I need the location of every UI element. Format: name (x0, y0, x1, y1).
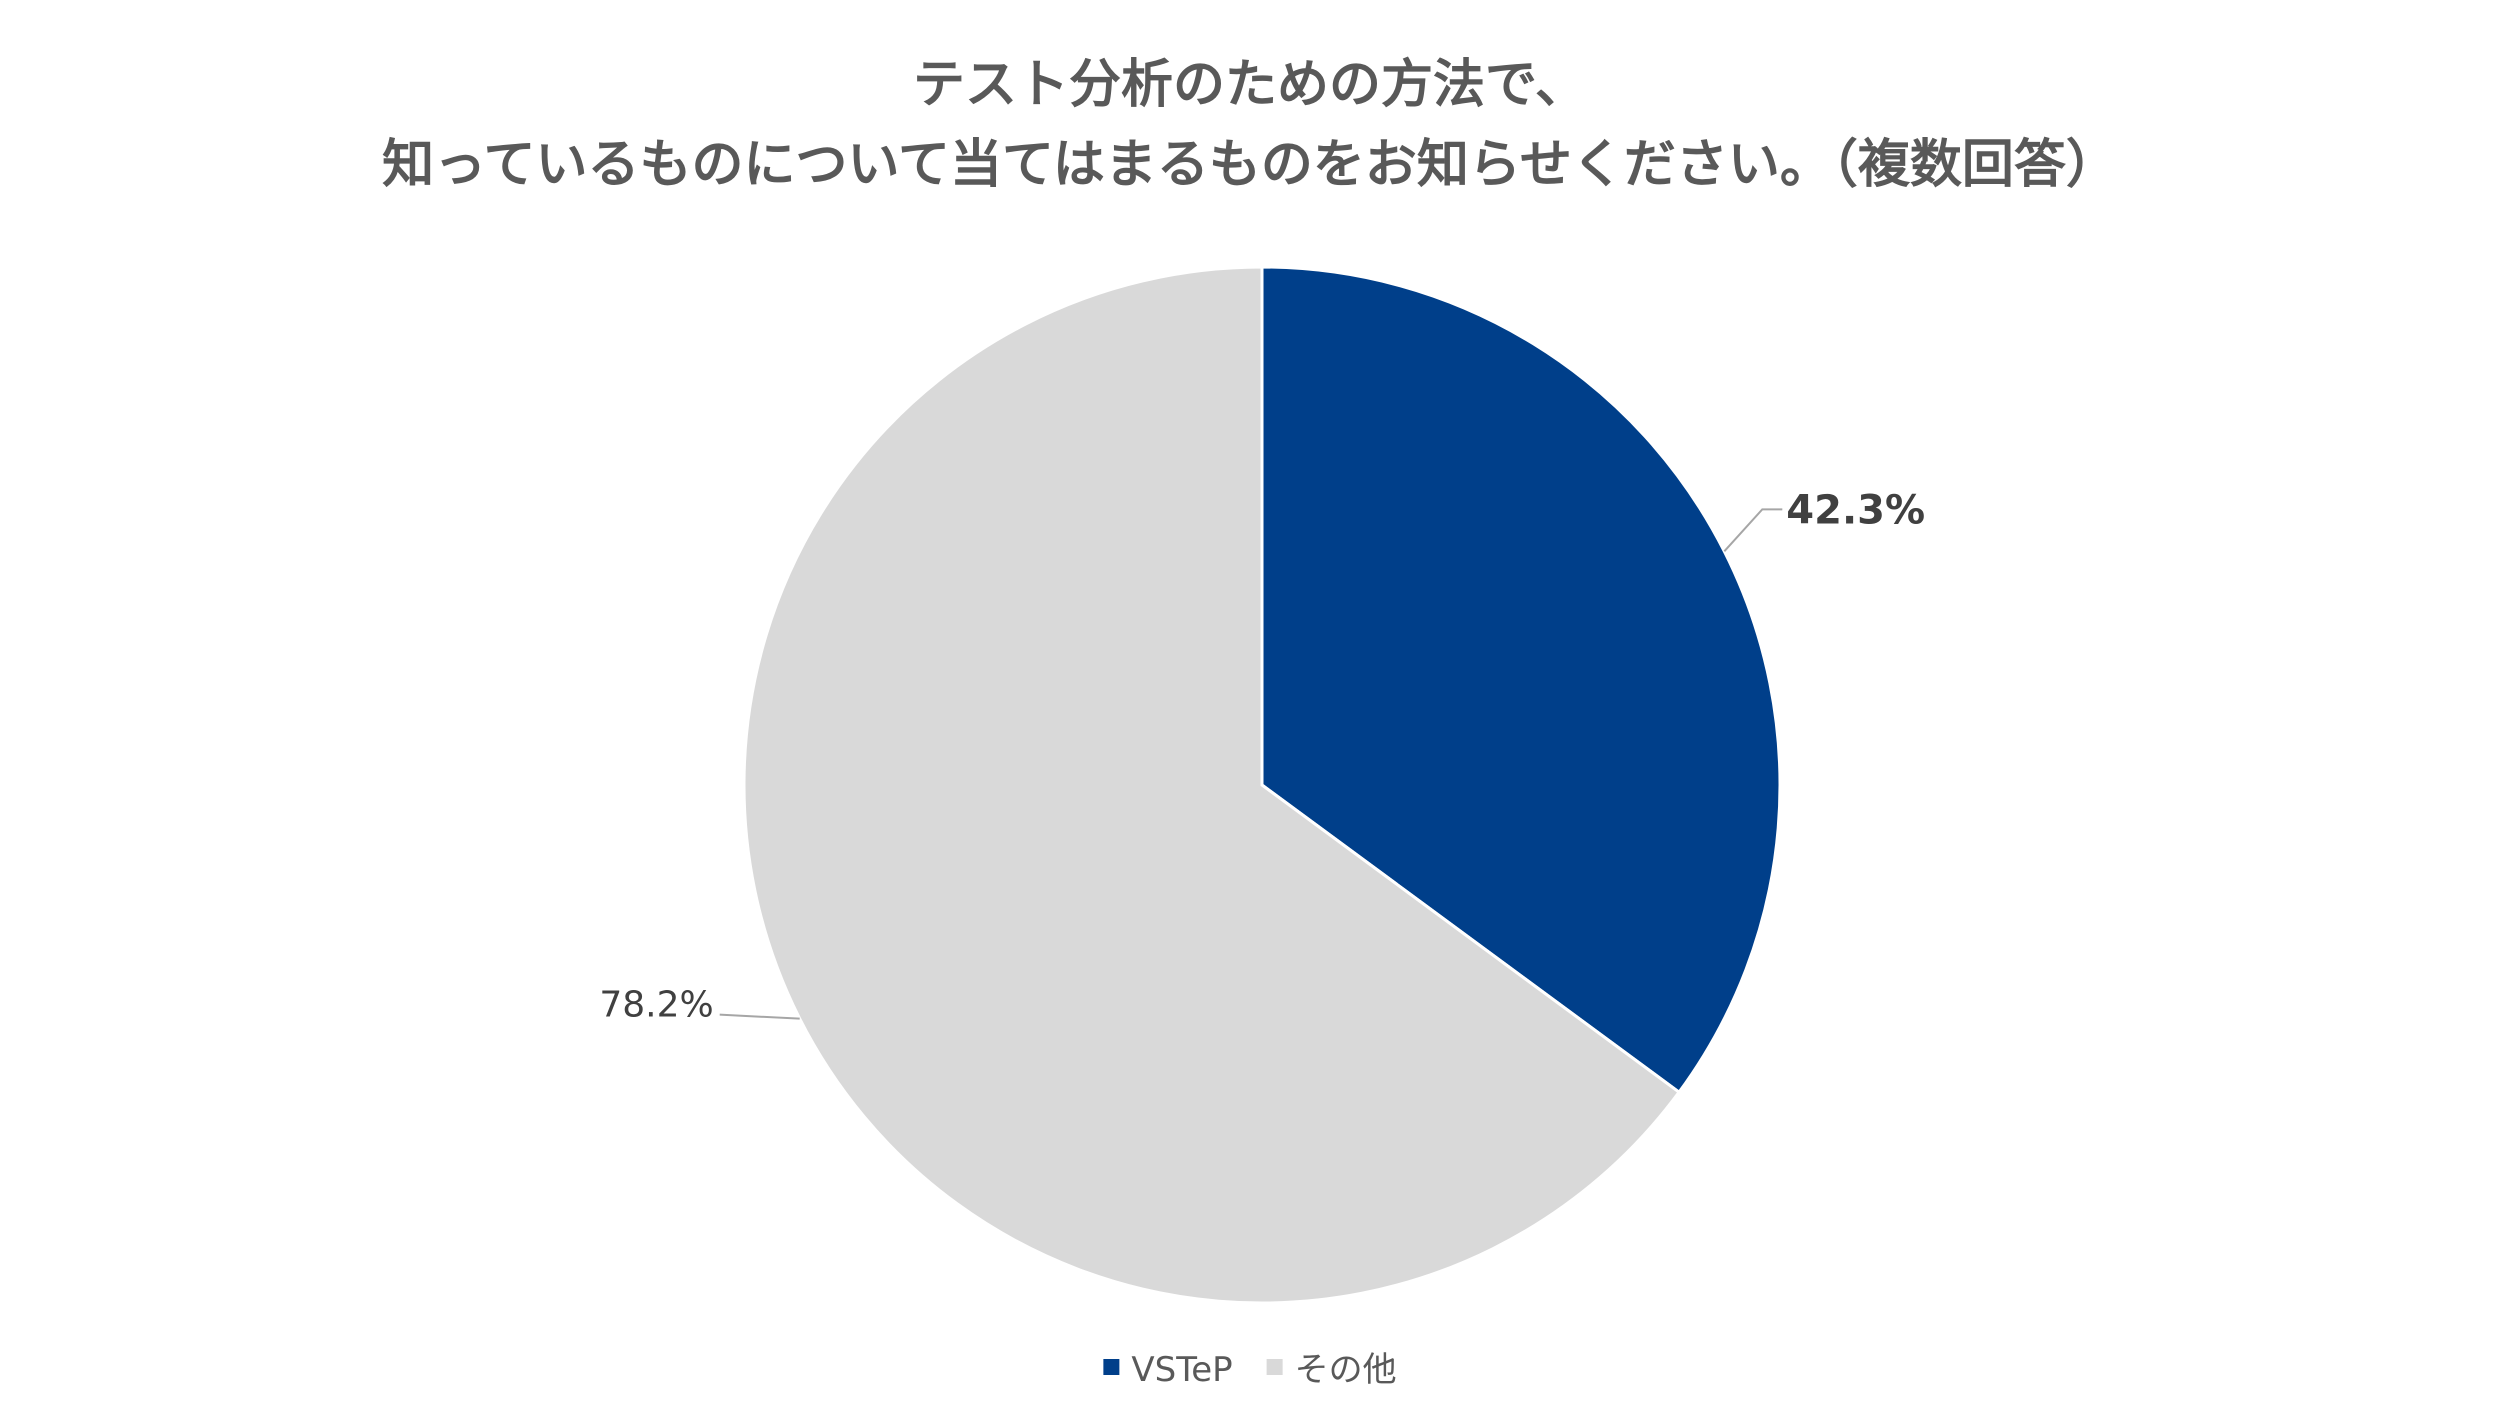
pie-slices (742, 265, 1782, 1305)
data-label-1: 78.2% (599, 985, 713, 1026)
legend: VSTeP その他 (1103, 1350, 1397, 1390)
legend-label-1: その他 (1295, 1350, 1397, 1390)
legend-swatch-0 (1103, 1359, 1120, 1375)
chart-title-line-2: 知っているものについて当てはまるものをお知らせください。（複数回答） (382, 135, 2118, 195)
leader-line-0 (1723, 508, 1783, 553)
data-label-0: 42.3% (1786, 487, 1925, 533)
legend-swatch-1 (1266, 1359, 1283, 1375)
pie-slice-0 (1260, 265, 1782, 1095)
pie-slice-1 (742, 265, 1682, 1305)
data-labels: 42.3% 78.2% (599, 487, 1925, 1025)
leader-lines (719, 508, 1783, 1020)
legend-label-0: VSTeP (1131, 1350, 1232, 1390)
leader-line-1 (719, 1013, 800, 1020)
chart-title-line-1: テスト分析のための方法で、 (913, 55, 1587, 115)
